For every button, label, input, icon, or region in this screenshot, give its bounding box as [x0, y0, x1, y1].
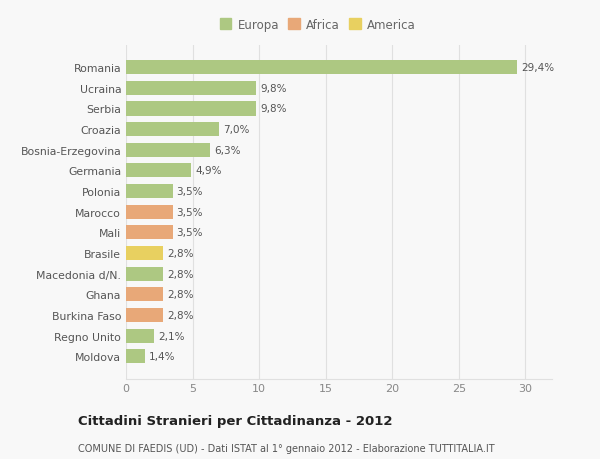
Text: Cittadini Stranieri per Cittadinanza - 2012: Cittadini Stranieri per Cittadinanza - 2…	[78, 414, 392, 428]
Text: 1,4%: 1,4%	[149, 352, 175, 362]
Bar	[126, 82, 256, 95]
Text: 2,1%: 2,1%	[158, 331, 184, 341]
Text: 2,8%: 2,8%	[167, 248, 194, 258]
Bar	[126, 123, 219, 137]
Text: 2,8%: 2,8%	[167, 269, 194, 279]
Text: 9,8%: 9,8%	[260, 84, 287, 94]
Text: 3,5%: 3,5%	[176, 187, 203, 196]
Bar	[126, 185, 173, 199]
Text: COMUNE DI FAEDIS (UD) - Dati ISTAT al 1° gennaio 2012 - Elaborazione TUTTITALIA.: COMUNE DI FAEDIS (UD) - Dati ISTAT al 1°…	[78, 443, 494, 453]
Bar	[126, 205, 173, 219]
Text: 7,0%: 7,0%	[223, 125, 250, 135]
Bar	[126, 288, 163, 302]
Text: 6,3%: 6,3%	[214, 146, 241, 156]
Bar	[126, 61, 517, 75]
Bar	[126, 329, 154, 343]
Text: 2,8%: 2,8%	[167, 310, 194, 320]
Text: 3,5%: 3,5%	[176, 207, 203, 217]
Text: 2,8%: 2,8%	[167, 290, 194, 300]
Bar	[126, 350, 145, 364]
Bar	[126, 164, 191, 178]
Bar	[126, 102, 256, 116]
Bar	[126, 308, 163, 322]
Legend: Europa, Africa, America: Europa, Africa, America	[216, 15, 419, 35]
Bar	[126, 144, 210, 157]
Text: 29,4%: 29,4%	[521, 63, 554, 73]
Bar	[126, 267, 163, 281]
Bar	[126, 226, 173, 240]
Text: 9,8%: 9,8%	[260, 104, 287, 114]
Text: 4,9%: 4,9%	[195, 166, 222, 176]
Bar	[126, 246, 163, 261]
Text: 3,5%: 3,5%	[176, 228, 203, 238]
